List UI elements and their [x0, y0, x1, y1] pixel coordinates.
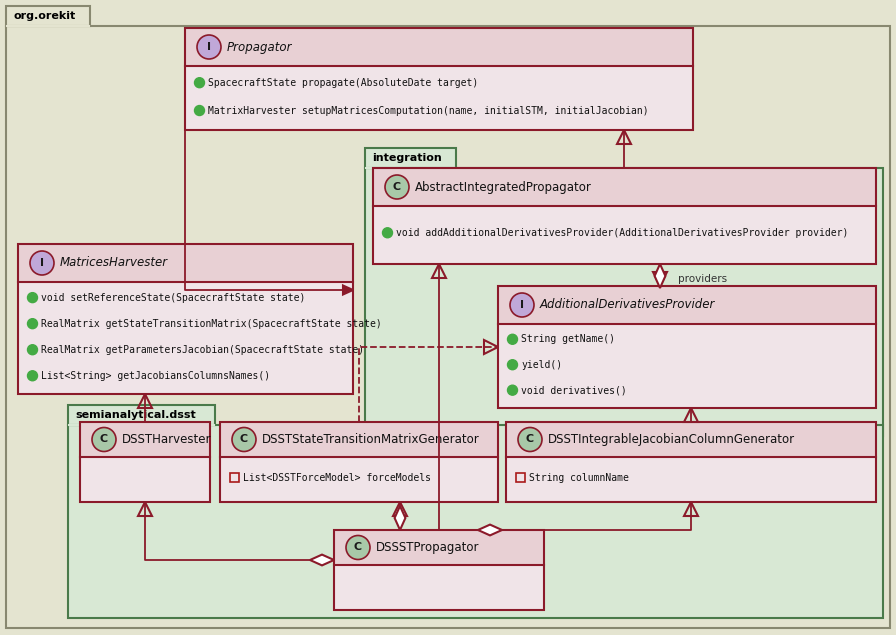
Text: String columnName: String columnName [529, 473, 629, 483]
Bar [365, 168, 883, 436]
Bar [373, 168, 876, 206]
Bar [220, 457, 498, 502]
Bar [506, 422, 876, 502]
Circle shape [507, 359, 518, 370]
Circle shape [28, 345, 38, 355]
Bar [230, 473, 239, 482]
Bar [373, 206, 876, 264]
Circle shape [507, 385, 518, 395]
Bar [6, 6, 90, 26]
Polygon shape [655, 264, 666, 288]
Text: void setReferenceState(SpacecraftState state): void setReferenceState(SpacecraftState s… [41, 293, 306, 303]
Bar [334, 530, 544, 610]
Bar [498, 286, 876, 408]
Polygon shape [343, 286, 353, 295]
Circle shape [383, 228, 392, 237]
Text: C: C [240, 434, 248, 444]
Text: I: I [207, 42, 211, 52]
Bar [185, 28, 693, 130]
Text: Propagator: Propagator [227, 41, 292, 53]
Text: DSSTHarvester: DSSTHarvester [122, 433, 211, 446]
Bar [516, 473, 525, 482]
Bar [80, 422, 210, 457]
Bar [506, 457, 876, 502]
Bar [365, 148, 456, 168]
Circle shape [197, 35, 221, 59]
Text: DSSTIntegrableJacobianColumnGenerator: DSSTIntegrableJacobianColumnGenerator [548, 433, 795, 446]
Circle shape [385, 175, 409, 199]
Bar [373, 168, 876, 264]
Bar [220, 422, 498, 457]
Bar [18, 244, 353, 394]
Text: AbstractIntegratedPropagator: AbstractIntegratedPropagator [415, 180, 592, 194]
Text: SpacecraftState propagate(AbsoluteDate target): SpacecraftState propagate(AbsoluteDate t… [208, 77, 478, 88]
Bar [334, 565, 544, 610]
Circle shape [28, 371, 38, 381]
Text: org.orekit: org.orekit [13, 11, 75, 21]
Text: String getName(): String getName() [521, 334, 615, 344]
Circle shape [194, 105, 204, 116]
Bar [185, 66, 693, 130]
Text: integration: integration [372, 153, 442, 163]
Text: void derivatives(): void derivatives() [521, 385, 626, 395]
Text: C: C [526, 434, 534, 444]
Bar [334, 530, 544, 565]
Bar [498, 286, 876, 324]
Circle shape [28, 293, 38, 303]
Bar [185, 28, 693, 66]
Polygon shape [310, 554, 334, 565]
Text: I: I [520, 300, 524, 310]
Text: List<String> getJacobiansColumnsNames(): List<String> getJacobiansColumnsNames() [41, 371, 270, 381]
Bar [18, 282, 353, 394]
Text: C: C [100, 434, 108, 444]
Bar [18, 244, 353, 282]
Text: I: I [40, 258, 44, 268]
Circle shape [518, 427, 542, 451]
Polygon shape [394, 506, 405, 530]
Text: List<DSSTForceModel> forceModels: List<DSSTForceModel> forceModels [243, 473, 431, 483]
Text: C: C [354, 542, 362, 552]
Circle shape [346, 535, 370, 559]
Text: providers: providers [678, 274, 728, 284]
Text: RealMatrix getStateTransitionMatrix(SpacecraftState state): RealMatrix getStateTransitionMatrix(Spac… [41, 319, 382, 329]
Circle shape [507, 334, 518, 344]
Bar [68, 425, 883, 618]
Circle shape [232, 427, 256, 451]
Circle shape [194, 77, 204, 88]
Bar [498, 324, 876, 408]
Text: semianalytical.dsst: semianalytical.dsst [75, 410, 195, 420]
Circle shape [510, 293, 534, 317]
Text: RealMatrix getParametersJacobian(SpacecraftState state): RealMatrix getParametersJacobian(Spacecr… [41, 345, 364, 355]
Bar [80, 422, 210, 502]
Text: DSSSTPropagator: DSSSTPropagator [376, 541, 479, 554]
Bar [80, 457, 210, 502]
Text: MatrixHarvester setupMatricesComputation(name, initialSTM, initialJacobian): MatrixHarvester setupMatricesComputation… [208, 105, 649, 116]
Bar [68, 405, 215, 425]
Circle shape [28, 319, 38, 329]
Circle shape [30, 251, 54, 275]
Text: DSSTStateTransitionMatrixGenerator: DSSTStateTransitionMatrixGenerator [262, 433, 479, 446]
Polygon shape [478, 525, 502, 535]
Text: C: C [393, 182, 401, 192]
Circle shape [92, 427, 116, 451]
Text: void addAdditionalDerivativesProvider(AdditionalDerivativesProvider provider): void addAdditionalDerivativesProvider(Ad… [396, 228, 849, 237]
Bar [220, 422, 498, 502]
Text: MatricesHarvester: MatricesHarvester [60, 257, 168, 269]
Text: yield(): yield() [521, 359, 562, 370]
Bar [506, 422, 876, 457]
Text: AdditionalDerivativesProvider: AdditionalDerivativesProvider [540, 298, 715, 312]
